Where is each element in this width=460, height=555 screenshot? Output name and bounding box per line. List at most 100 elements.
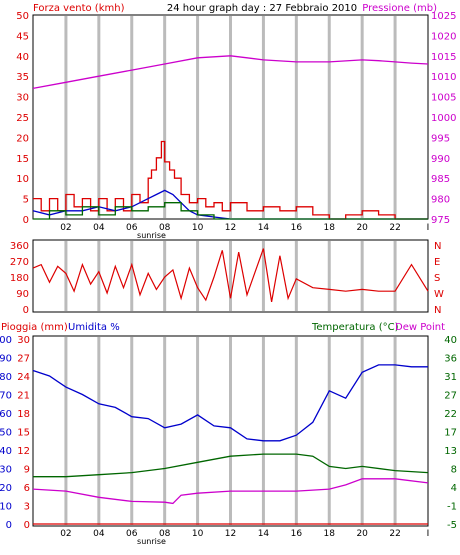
humidity-tick-label: 30 (0, 465, 12, 476)
wind-tick-label: 0 (23, 215, 29, 226)
temperature-tick-label: 17 (444, 428, 457, 439)
x-tick-label: 10 (192, 223, 204, 233)
wind-tick-label: 30 (16, 93, 29, 104)
compass-tick-label: N (434, 241, 441, 252)
pressure-tick-label: 990 (431, 154, 450, 165)
direction-series-0 (32, 248, 429, 303)
wind-tick-label: 20 (16, 133, 29, 144)
rain-tick-label: 12 (17, 446, 30, 457)
rain-tick-label: 30 (17, 335, 30, 346)
rain-tick-label: 21 (17, 391, 30, 402)
wind-tick-label: 15 (16, 154, 29, 165)
pressure-tick-label: 1010 (431, 72, 456, 83)
direction-tick-label: 180 (10, 273, 29, 284)
x-tick-label: 06 (126, 223, 138, 233)
x-tick-label: 06 (126, 529, 138, 539)
humidity-tick-label: 10 (0, 502, 12, 513)
humidity-tick-label: 60 (0, 409, 12, 420)
x-tick-label: 10 (192, 529, 204, 539)
wind-panel-series-0 (33, 140, 428, 220)
temperature-tick-label: -5 (447, 520, 457, 531)
wind-tick-label: 45 (16, 31, 29, 42)
wind-tick-label: 10 (16, 174, 29, 185)
temperature-tick-label: 13 (444, 446, 457, 457)
wind-tick-label: 5 (23, 195, 29, 206)
temperature-tick-label: 27 (444, 391, 457, 402)
x-tick-label: 18 (324, 529, 336, 539)
x-tick-label: 20 (356, 529, 368, 539)
rain-tick-label: 18 (17, 409, 30, 420)
x-tick-label: 12 (225, 529, 236, 539)
humidity-tick-label: 40 (0, 446, 12, 457)
x-tick-label: 04 (93, 223, 105, 233)
compass-tick-label: E (434, 257, 440, 268)
temperature-tick-label: 36 (444, 354, 457, 365)
direction-tick-label: 0 (23, 305, 29, 316)
compass-tick-label: W (434, 289, 444, 300)
x-tick-label: 04 (93, 529, 105, 539)
compass-tick-label: S (434, 273, 440, 284)
pressure-tick-label: 1005 (431, 93, 456, 104)
humidity-tick-label: 0 (6, 520, 12, 531)
humidity-tick-label: 80 (0, 372, 12, 383)
temperature-tick-label: 22 (444, 409, 457, 420)
temperature-tick-label: 40 (444, 335, 457, 346)
humidity-panel-series-1 (33, 453, 429, 478)
rain-tick-label: 9 (24, 465, 30, 476)
dewpoint-axis-label: Dew Point (395, 322, 445, 333)
x-tick-label: 20 (356, 223, 368, 233)
temperature-tick-label: 31 (444, 372, 457, 383)
rain-tick-label: 24 (17, 372, 30, 383)
wind-tick-label: 40 (16, 52, 29, 63)
wind-tick-label: 25 (16, 113, 29, 124)
x-end-label: I (427, 529, 430, 539)
x-tick-label: 14 (258, 529, 270, 539)
humidity-tick-label: 100 (0, 335, 12, 346)
wind-tick-label: 50 (16, 11, 29, 22)
x-end-label: I (427, 223, 430, 233)
rain-tick-label: 0 (24, 520, 30, 531)
humidity-panel-series-0 (32, 364, 428, 442)
humidity-tick-label: 50 (0, 428, 12, 439)
temperature-tick-label: -1 (447, 502, 457, 513)
x-tick-label: 02 (60, 223, 71, 233)
pressure-tick-label: 1015 (431, 52, 456, 63)
rain-tick-label: 15 (17, 428, 30, 439)
sunrise-label: sunrise (137, 231, 166, 240)
humidity-tick-label: 70 (0, 391, 12, 402)
temperature-tick-label: 4 (451, 483, 457, 494)
wind-panel-series-2 (33, 202, 428, 220)
temperature-tick-label: 8 (451, 465, 457, 476)
x-tick-label: 12 (225, 223, 236, 233)
direction-tick-label: 270 (10, 257, 29, 268)
rain-tick-label: 3 (24, 502, 30, 513)
pressure-tick-label: 1025 (431, 11, 456, 22)
pressure-tick-label: 1020 (431, 31, 456, 42)
direction-tick-label: 90 (16, 289, 29, 300)
x-tick-label: 08 (159, 223, 171, 233)
x-tick-label: 16 (291, 223, 303, 233)
pressure-axis-label: Pressione (mb) (362, 3, 437, 14)
temperature-axis-label: Temperatura (°C) (311, 322, 399, 333)
pressure-tick-label: 985 (431, 174, 450, 185)
humidity-tick-label: 90 (0, 354, 12, 365)
direction-tick-label: 360 (10, 241, 29, 252)
humidity-axis-label: Umidita % (68, 322, 120, 333)
wind-axis-label: Forza vento (kmh) (33, 3, 125, 14)
rain-tick-label: 6 (24, 483, 30, 494)
x-tick-label: 22 (389, 529, 400, 539)
x-tick-label: 18 (324, 223, 336, 233)
pressure-tick-label: 1000 (431, 113, 456, 124)
pressure-tick-label: 980 (431, 195, 450, 206)
wind-panel-series-3 (32, 55, 429, 90)
panel-direction-frame (32, 239, 429, 313)
compass-tick-label: N (434, 305, 441, 316)
x-tick-label: 22 (389, 223, 400, 233)
pressure-tick-label: 975 (431, 215, 450, 226)
humidity-panel-series-2 (32, 478, 429, 505)
x-tick-label: 08 (159, 529, 171, 539)
panel-humidity-frame (32, 335, 429, 527)
pressure-tick-label: 995 (431, 133, 450, 144)
rain-axis-label: Pioggia (mm) (1, 322, 68, 333)
